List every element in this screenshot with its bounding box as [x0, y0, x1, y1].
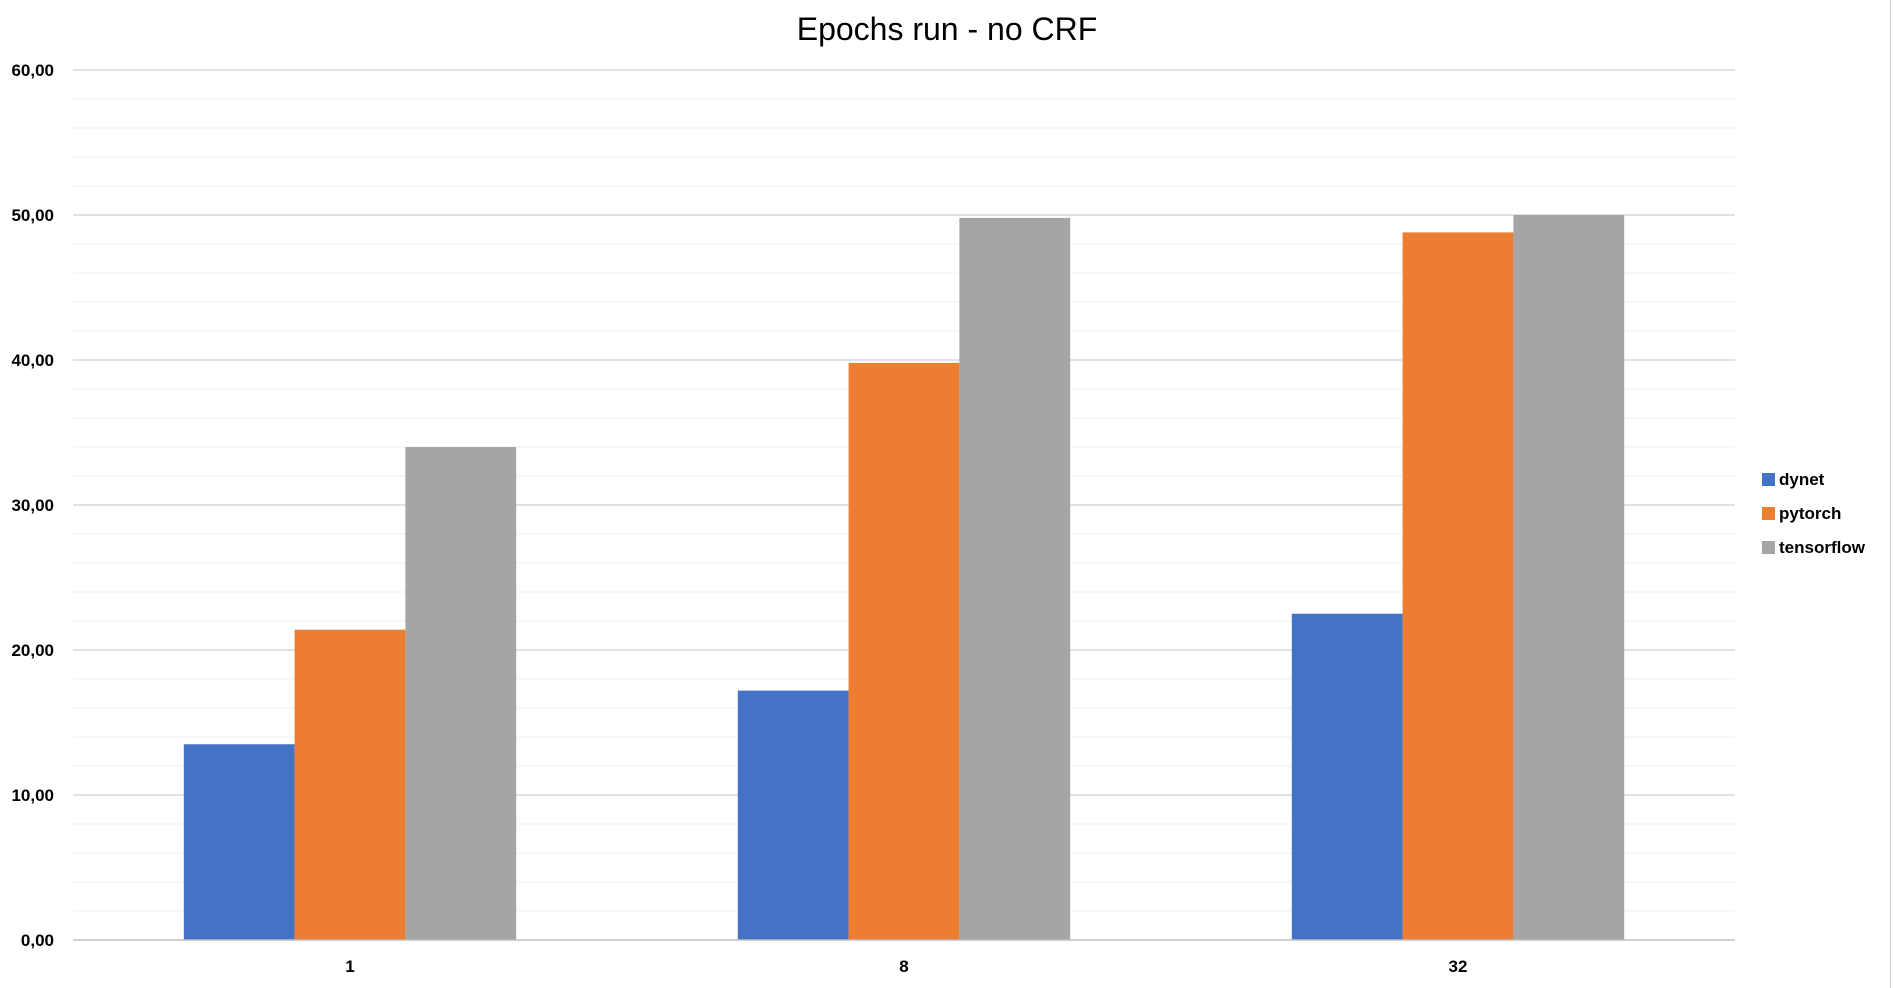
y-tick-label: 40,00 — [11, 351, 54, 370]
bar-dynet-8 — [737, 690, 849, 940]
x-tick-label: 32 — [1449, 957, 1468, 976]
y-tick-label: 0,00 — [21, 931, 54, 950]
chart-title: Epochs run - no CRF — [797, 11, 1098, 47]
legend-label-tensorflow: tensorflow — [1779, 538, 1866, 557]
bar-dynet-32 — [1291, 613, 1403, 940]
y-tick-label: 10,00 — [11, 786, 54, 805]
bar-tensorflow-32 — [1513, 215, 1625, 940]
bar-tensorflow-8 — [959, 217, 1071, 940]
y-tick-label: 60,00 — [11, 61, 54, 80]
bar-pytorch-1 — [294, 629, 406, 940]
legend-label-pytorch: pytorch — [1779, 504, 1841, 523]
legend-label-dynet: dynet — [1779, 470, 1825, 489]
legend-swatch-dynet — [1762, 473, 1775, 486]
y-tick-label: 50,00 — [11, 206, 54, 225]
legend: dynet pytorch tensorflow — [1762, 470, 1866, 557]
legend-swatch-tensorflow — [1762, 541, 1775, 554]
x-axis-tick-labels: 1 8 32 — [345, 957, 1467, 976]
x-tick-label: 1 — [345, 957, 354, 976]
y-axis-tick-labels: 0,00 10,00 20,00 30,00 40,00 50,00 60,00 — [11, 61, 54, 950]
bar-pytorch-32 — [1402, 232, 1514, 940]
bar-pytorch-8 — [848, 362, 960, 940]
sheet-edge-line-1 — [1890, 0, 1891, 988]
y-tick-label: 30,00 — [11, 496, 54, 515]
x-tick-label: 8 — [899, 957, 908, 976]
bar-series — [183, 215, 1625, 940]
y-tick-label: 20,00 — [11, 641, 54, 660]
legend-swatch-pytorch — [1762, 507, 1775, 520]
bar-tensorflow-1 — [405, 447, 517, 940]
bar-dynet-1 — [183, 744, 295, 940]
